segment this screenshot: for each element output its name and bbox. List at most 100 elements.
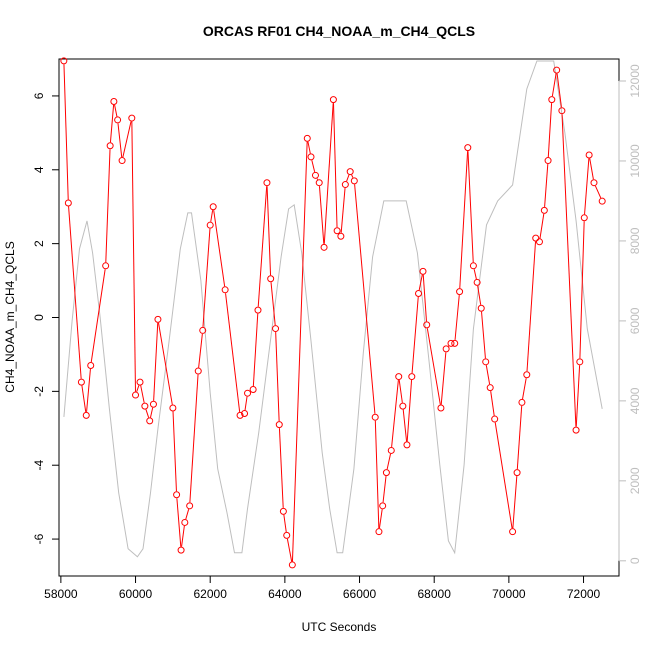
series-line-segment — [490, 391, 495, 416]
series-line-segment — [172, 411, 177, 492]
series-line-segment — [210, 210, 214, 222]
data-point — [82, 411, 90, 419]
series-line-segment — [153, 322, 159, 401]
series-line-segment — [114, 104, 118, 117]
x-tick-label: 70000 — [492, 587, 526, 601]
data-point — [482, 358, 490, 366]
data-point — [329, 96, 337, 104]
series-line-segment — [117, 123, 123, 158]
series-line-segment — [526, 241, 537, 372]
series-line-segment — [257, 186, 268, 307]
data-point — [288, 561, 296, 569]
data-point — [576, 358, 584, 366]
series-line-segment — [382, 476, 387, 503]
series-line-segment — [286, 538, 293, 562]
x-tick-label: 62000 — [194, 587, 228, 601]
series-line-segment — [422, 274, 427, 322]
y2-tick-label: 10000 — [628, 144, 642, 178]
data-point — [141, 402, 149, 410]
data-point — [244, 389, 252, 397]
data-point — [598, 197, 606, 205]
data-point — [403, 441, 411, 449]
series-line-segment — [323, 103, 334, 244]
data-point — [106, 142, 114, 150]
series-line-segment — [318, 186, 325, 244]
data-point — [60, 57, 68, 65]
chart-title: ORCAS RF01 CH4_NOAA_m_CH4_QCLS — [203, 23, 475, 39]
plot-area-border — [58, 58, 620, 577]
series-line-segment — [283, 514, 287, 532]
series-layer — [60, 57, 606, 569]
data-point — [558, 107, 566, 115]
y-tick-label: 0 — [32, 314, 46, 321]
series-line-segment — [594, 185, 602, 199]
series-line-segment — [440, 352, 447, 405]
data-point — [437, 404, 445, 412]
x-axis-label: UTC Seconds — [302, 620, 377, 634]
series-line-segment — [252, 313, 259, 387]
data-point — [102, 262, 110, 270]
data-point — [540, 206, 548, 214]
series-line-segment — [202, 228, 211, 327]
series-line-segment — [122, 121, 132, 158]
data-point — [371, 413, 379, 421]
series-line-segment — [516, 405, 523, 470]
data-point — [341, 181, 349, 189]
series-line-segment — [556, 73, 562, 108]
y2-tick-label: 0 — [628, 557, 642, 564]
series-line-segment — [189, 374, 199, 503]
data-point — [532, 234, 540, 242]
data-point — [279, 507, 287, 515]
data-point — [590, 179, 598, 187]
data-point — [548, 96, 556, 104]
left-axis: -6 -4 -2 0 2 4 6 — [32, 92, 59, 544]
data-point — [173, 491, 181, 499]
series-line-segment — [351, 174, 354, 178]
series-line-segment — [311, 160, 316, 173]
data-point — [263, 179, 271, 187]
series-line-segment — [275, 332, 280, 422]
series-line-segment — [316, 178, 319, 180]
data-point — [136, 378, 144, 386]
data-point — [408, 373, 416, 381]
y2-tick-label: 12000 — [628, 64, 642, 98]
series-line-segment — [158, 322, 173, 405]
series-line-segment — [185, 509, 190, 520]
series-line-segment — [270, 282, 276, 326]
data-point — [254, 306, 262, 314]
series-line-segment — [307, 141, 311, 154]
data-point — [114, 116, 122, 124]
data-point — [154, 315, 162, 323]
series-line-segment — [105, 149, 111, 263]
data-point — [249, 386, 257, 394]
data-point — [303, 134, 311, 142]
series-line-segment — [544, 164, 549, 207]
series-line-segment — [340, 188, 346, 233]
series-line-segment — [109, 104, 115, 143]
data-point — [451, 339, 459, 347]
data-point — [477, 304, 485, 312]
data-point — [186, 502, 194, 510]
data-point — [395, 373, 403, 381]
data-point — [267, 275, 275, 283]
series-line-segment — [278, 428, 284, 508]
series-line-segment — [386, 453, 392, 470]
series-line-segment — [346, 174, 350, 182]
series-line-segment — [391, 380, 399, 448]
data-point — [209, 203, 217, 211]
data-point — [464, 144, 472, 152]
series-line-segment — [225, 293, 241, 412]
series-line-segment — [459, 151, 469, 289]
data-point — [146, 417, 154, 425]
data-point — [236, 411, 244, 419]
series-line-segment — [90, 269, 106, 363]
data-point — [283, 531, 291, 539]
series-line-segment — [477, 285, 482, 305]
y-tick-label: -2 — [32, 386, 46, 397]
data-point — [199, 326, 207, 334]
y2-tick-label: 6000 — [628, 307, 642, 334]
series-line-segment — [140, 385, 145, 403]
series-line-segment — [374, 420, 380, 529]
